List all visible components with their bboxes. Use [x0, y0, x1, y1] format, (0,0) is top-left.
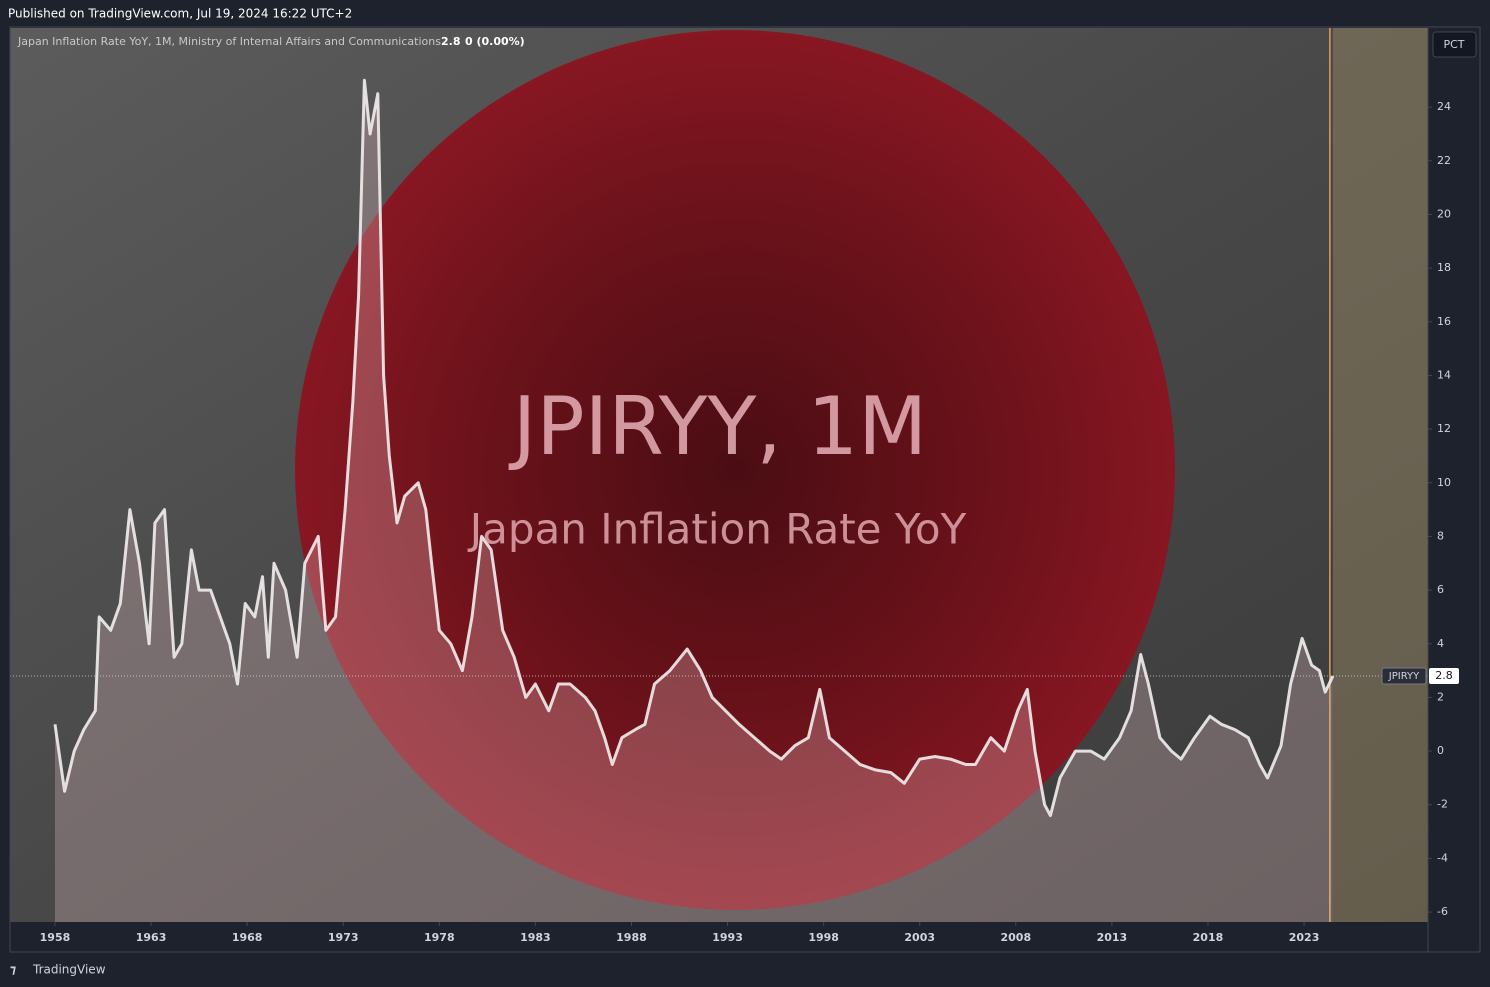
- y-tick-label: 4: [1437, 637, 1444, 650]
- y-tick-label: -2: [1437, 798, 1448, 811]
- watermark: JPIRYY, 1M: [508, 380, 927, 473]
- watermark-subtitle: Japan Inflation Rate YoY: [467, 505, 967, 554]
- y-tick-label: 16: [1437, 315, 1451, 328]
- x-tick-label: 1978: [424, 931, 455, 944]
- y-tick-label: 18: [1437, 261, 1451, 274]
- plot-area: [10, 28, 1428, 922]
- y-tick-label: 2: [1437, 690, 1444, 703]
- footer-logo: TradingView: [32, 963, 106, 977]
- legend-change: 0 (0.00%): [465, 35, 525, 48]
- x-tick-label: 2013: [1097, 931, 1128, 944]
- legend-value: 2.8: [441, 35, 461, 48]
- line: [53, 78, 1335, 817]
- footer-icon: ⁊: [10, 963, 16, 977]
- x-tick-label: 1968: [232, 931, 263, 944]
- time-axis: [10, 922, 1480, 952]
- x-tick-label: 1988: [616, 931, 647, 944]
- y-tick-label: 24: [1437, 100, 1451, 113]
- y-tick-label: 0: [1437, 744, 1444, 757]
- x-tick-label: 2023: [1289, 931, 1320, 944]
- y-tick-label: 14: [1437, 368, 1451, 381]
- x-tick-label: 1983: [520, 931, 551, 944]
- x-tick-label: 2008: [1000, 931, 1031, 944]
- scale-button[interactable]: [1432, 31, 1477, 58]
- price-tag: [1429, 667, 1459, 684]
- y-tick-label: -4: [1437, 851, 1448, 864]
- x-tick-label: 1993: [712, 931, 743, 944]
- scale-label[interactable]: PCT: [1443, 38, 1464, 51]
- legend-title: Japan Inflation Rate YoY, 1M, Ministry o…: [17, 35, 441, 48]
- chart-border: [9, 26, 1481, 953]
- x-tick-label: 1998: [808, 931, 839, 944]
- area: [55, 80, 1333, 922]
- x-tick-label: 1958: [40, 931, 71, 944]
- symbol-tag: [1381, 667, 1427, 685]
- y-tick-label: 12: [1437, 422, 1451, 435]
- sun-artwork: [295, 30, 1175, 910]
- header: Published on TradingView.com, Jul 19, 20…: [8, 7, 352, 21]
- price-axis: [1428, 28, 1480, 922]
- y-tick-label: 22: [1437, 154, 1451, 167]
- y-tick-label: 8: [1437, 529, 1444, 542]
- x-tick-label: 1973: [328, 931, 359, 944]
- y-tick-label: -6: [1437, 905, 1448, 918]
- future-zone: [1332, 28, 1428, 922]
- x-tick-label: 2003: [904, 931, 935, 944]
- y-tick-label: 10: [1437, 476, 1451, 489]
- y-tick-label: 6: [1437, 583, 1444, 596]
- symbol-tag-label: JPIRYY: [1388, 671, 1420, 682]
- x-tick-label: 1963: [136, 931, 167, 944]
- price-tag-label: 2.8: [1435, 669, 1453, 682]
- x-tick-label: 2018: [1193, 931, 1224, 944]
- y-tick-label: 20: [1437, 207, 1451, 220]
